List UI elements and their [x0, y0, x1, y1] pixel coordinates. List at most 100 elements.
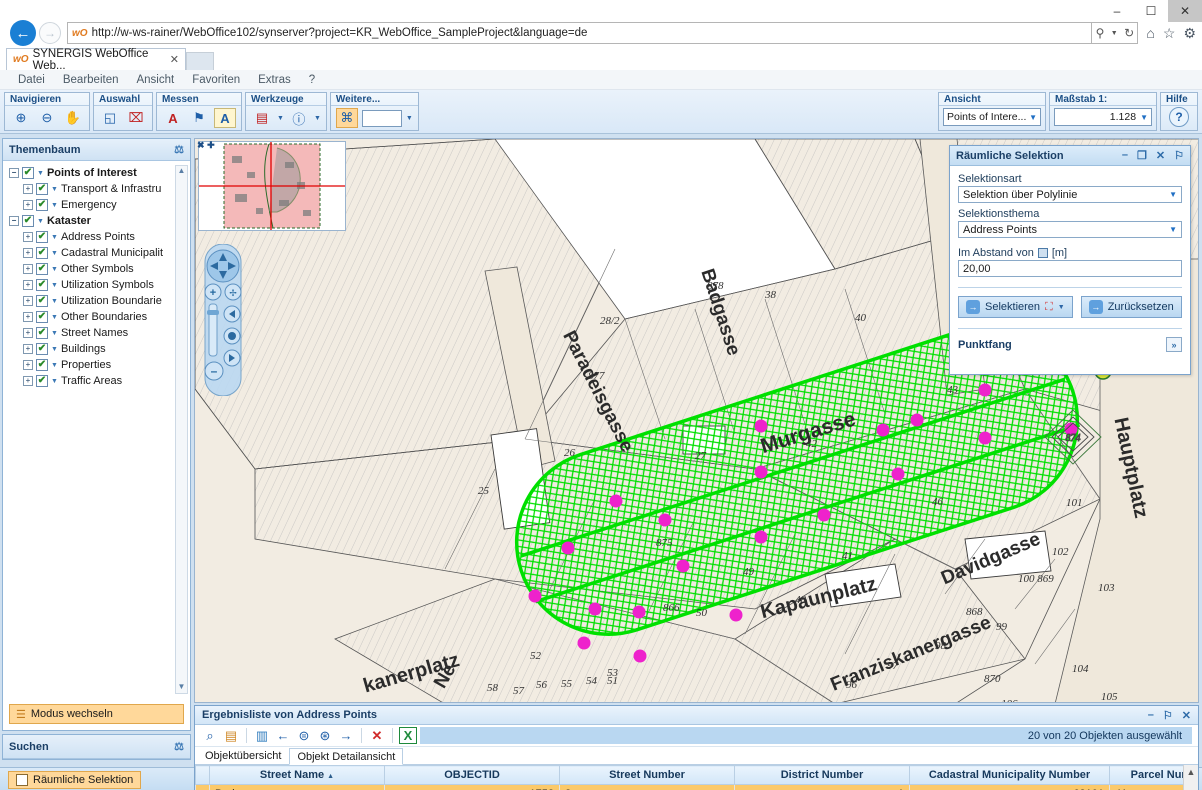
tree-item-cadastral-municipalit[interactable]: + ✔ ▼ Cadastral Municipalit	[5, 245, 188, 261]
tree-item-points-of-interest[interactable]: − ✔ ▼ Points of Interest	[5, 165, 188, 181]
tree-checkbox[interactable]: ✔	[36, 231, 48, 243]
tree-expander-icon[interactable]: +	[23, 296, 33, 306]
tab-objektuebersicht[interactable]: Objektübersicht	[205, 749, 282, 762]
tree-menu-icon[interactable]: ▼	[51, 329, 58, 337]
report-icon[interactable]: ▥	[255, 727, 269, 743]
selected-address-point[interactable]	[754, 530, 768, 544]
label-icon[interactable]: A	[214, 108, 236, 128]
scroll-up-icon[interactable]: ▲	[177, 166, 186, 175]
tree-checkbox[interactable]: ✔	[36, 375, 48, 387]
distance-input[interactable]: 20,00	[958, 260, 1182, 277]
prev-record-icon[interactable]: ⊜	[298, 727, 310, 743]
tree-item-other-boundaries[interactable]: + ✔ ▼ Other Boundaries	[5, 309, 188, 325]
close-button[interactable]: ✕	[1168, 0, 1202, 22]
tree-checkbox[interactable]: ✔	[36, 311, 48, 323]
tree-item-other-symbols[interactable]: + ✔ ▼ Other Symbols	[5, 261, 188, 277]
results-grid[interactable]: Street Name ▲ OBJECTID Street Number Distri…	[195, 765, 1198, 790]
tree-expander-icon[interactable]: −	[9, 168, 19, 178]
flag-icon[interactable]: ⚑	[193, 110, 205, 125]
map-navigation-control[interactable]: + ✢ –	[203, 243, 243, 397]
tree-checkbox[interactable]: ✔	[22, 215, 34, 227]
selected-address-point[interactable]	[891, 467, 905, 481]
home-icon[interactable]: ⌂	[1146, 24, 1155, 41]
selection-type-select[interactable]: Selektion über Polylinie ▼	[958, 186, 1182, 203]
tree-item-utilization-boundarie[interactable]: + ✔ ▼ Utilization Boundarie	[5, 293, 188, 309]
overview-map[interactable]	[198, 141, 346, 231]
col-header-objectid[interactable]: OBJECTID	[384, 765, 560, 785]
selected-address-point[interactable]	[978, 431, 992, 445]
tree-checkbox[interactable]: ✔	[36, 199, 48, 211]
tree-item-utilization-symbols[interactable]: + ✔ ▼ Utilization Symbols	[5, 277, 188, 293]
menu-item-extras[interactable]: Extras	[258, 73, 291, 86]
back-icon[interactable]: ←	[10, 20, 36, 46]
menu-item-ansicht[interactable]: Ansicht	[136, 73, 175, 86]
selection-layer-select[interactable]: Address Points ▼	[958, 221, 1182, 238]
tree-expander-icon[interactable]: +	[23, 280, 33, 290]
selected-address-point[interactable]	[609, 494, 623, 508]
tree-expander-icon[interactable]: +	[23, 232, 33, 242]
export-excel-icon[interactable]: X	[399, 727, 417, 744]
chevron-down-icon[interactable]: ▼	[277, 114, 284, 122]
tree-menu-icon[interactable]: ▼	[51, 297, 58, 305]
tab-objekt-detailansicht[interactable]: Objekt Detailansicht	[289, 748, 404, 765]
clear-selection-icon[interactable]: ⌧	[128, 110, 144, 125]
marquee-icon[interactable]: ⛶	[1045, 300, 1053, 313]
tree-menu-icon[interactable]: ▼	[51, 377, 58, 385]
tree-checkbox[interactable]: ✔	[36, 359, 48, 371]
selected-address-point[interactable]	[817, 508, 831, 522]
selected-address-point[interactable]	[729, 608, 743, 622]
redlining-icon[interactable]: ▤	[255, 110, 269, 125]
favorites-star-icon[interactable]: ☆	[1162, 24, 1176, 41]
tab-close-icon[interactable]: ✕	[169, 54, 179, 66]
row-menu-icon[interactable]: ▾	[195, 784, 210, 790]
refresh-icon[interactable]: ↻	[1124, 26, 1135, 40]
grid-vertical-scrollbar[interactable]: ▲ ▼	[1183, 765, 1198, 790]
chevron-down-icon[interactable]: ▼	[313, 114, 321, 122]
chevron-down-icon[interactable]: ▼	[1110, 29, 1118, 37]
next-record-icon[interactable]: ⊛	[319, 727, 331, 743]
panel-close-icon[interactable]: ✕	[1155, 150, 1166, 162]
col-header-street-name[interactable]: Street Name ▲	[209, 765, 385, 785]
menu-item-datei[interactable]: Datei	[18, 73, 45, 86]
selected-address-point[interactable]	[754, 465, 768, 479]
tree-item-traffic-areas[interactable]: + ✔ ▼ Traffic Areas	[5, 373, 188, 389]
tree-checkbox[interactable]: ✔	[36, 343, 48, 355]
tree-item-emergency[interactable]: + ✔ ▼ Emergency	[5, 197, 188, 213]
tree-checkbox[interactable]: ✔	[36, 263, 48, 275]
reset-button[interactable]: → Zurücksetzen	[1080, 296, 1182, 318]
suchen-header[interactable]: Suchen ⚖	[3, 735, 190, 759]
help-icon[interactable]: ?	[1169, 107, 1189, 127]
tree-menu-icon[interactable]: ▼	[51, 265, 58, 273]
tree-item-street-names[interactable]: + ✔ ▼ Street Names	[5, 325, 188, 341]
tree-menu-icon[interactable]: ▼	[51, 185, 58, 193]
forward-icon[interactable]: →	[39, 22, 61, 44]
pin-icon[interactable]: ⚖	[174, 741, 184, 753]
selected-address-point[interactable]	[910, 413, 924, 427]
info-icon[interactable]: ⓘ	[292, 111, 306, 127]
weitere-textbox[interactable]	[361, 109, 402, 127]
tree-checkbox[interactable]: ✔	[36, 327, 48, 339]
map-canvas[interactable]: H 874 BadgasseParadeisgasseMurgasseHaupt…	[194, 138, 1199, 703]
zoom-out-icon[interactable]: ⊖	[41, 110, 53, 125]
maximize-button[interactable]: ☐	[1145, 4, 1157, 18]
tree-expander-icon[interactable]: −	[9, 216, 19, 226]
tree-checkbox[interactable]: ✔	[36, 295, 48, 307]
results-close-icon[interactable]: ✕	[1181, 709, 1191, 722]
delete-icon[interactable]: ✕	[371, 727, 383, 743]
pin-icon[interactable]: ⚖	[174, 144, 184, 156]
suchen-panel[interactable]: Suchen ⚖	[2, 734, 191, 760]
search-icon[interactable]: ⚲	[1095, 26, 1105, 40]
tree-expander-icon[interactable]: +	[23, 360, 33, 370]
tree-expander-icon[interactable]: +	[23, 376, 33, 386]
pan-hand-icon[interactable]: ✋	[64, 110, 82, 125]
panel-pin-icon[interactable]: ⚐	[1174, 150, 1184, 162]
tree-item-buildings[interactable]: + ✔ ▼ Buildings	[5, 341, 188, 357]
tree-expander-icon[interactable]: +	[23, 264, 33, 274]
results-pin-icon[interactable]: ⚐	[1162, 709, 1173, 722]
scroll-down-icon[interactable]: ▼	[177, 682, 186, 691]
tree-expander-icon[interactable]: +	[23, 184, 33, 194]
col-header-cadastral-municipality-number[interactable]: Cadastral Municipality Number	[909, 765, 1110, 785]
tree-item-address-points[interactable]: + ✔ ▼ Address Points	[5, 229, 188, 245]
tree-menu-icon[interactable]: ▼	[51, 361, 58, 369]
first-record-icon[interactable]: ←	[276, 728, 290, 743]
